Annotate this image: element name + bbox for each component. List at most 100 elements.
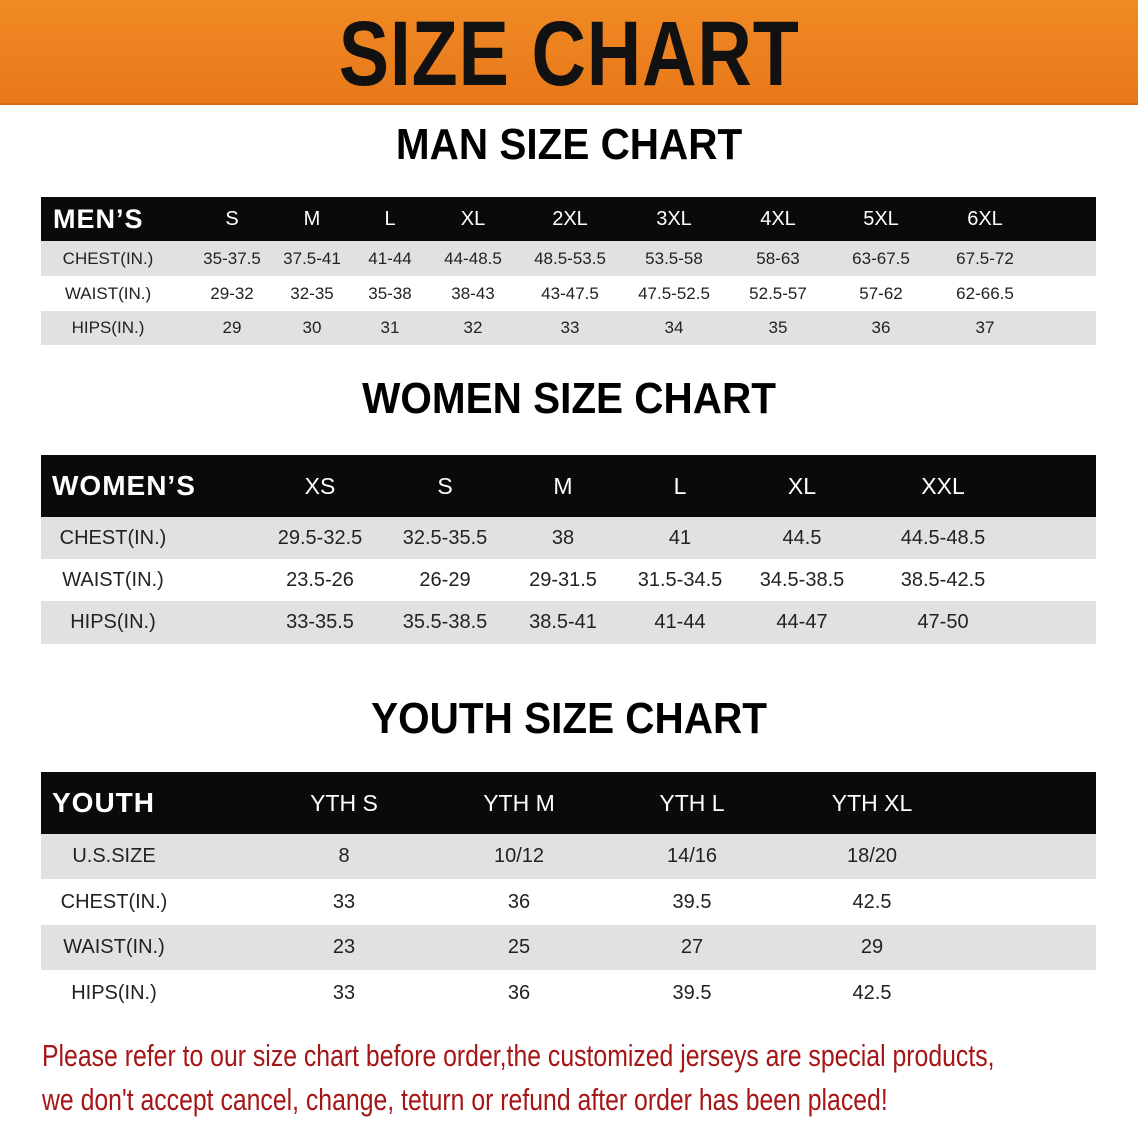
size-header: 3XL bbox=[656, 207, 692, 230]
size-header: YTH L bbox=[659, 789, 725, 816]
row-label: CHEST(IN.) bbox=[60, 890, 168, 913]
youth-size-table: YOUTH YTH S YTH M YTH L YTH XL U.S.SIZE 8 10/12… bbox=[41, 772, 1096, 1016]
youth-section-title: YOUTH SIZE CHART bbox=[371, 694, 767, 743]
table-cell: 53.5-58 bbox=[645, 248, 703, 268]
table-cell: 35-37.5 bbox=[203, 248, 261, 268]
row-label: WAIST(IN.) bbox=[62, 568, 164, 591]
youth-header-row: YOUTH YTH S YTH M YTH L YTH XL bbox=[41, 772, 1096, 834]
table-cell: 39.5 bbox=[672, 981, 712, 1004]
table-cell: 36 bbox=[507, 981, 531, 1004]
table-row: HIPS(IN.) 29 30 31 32 33 34 35 36 37 bbox=[41, 311, 1096, 345]
table-cell: 33 bbox=[332, 890, 356, 913]
women-header-row: WOMEN’S XS S M L XL XXL bbox=[41, 455, 1096, 517]
size-header: XL bbox=[787, 472, 817, 499]
men-header-row: MEN’S S M L XL 2XL 3XL 4XL 5XL 6XL bbox=[41, 197, 1096, 241]
size-header: XL bbox=[460, 207, 486, 230]
notice-line-2: we don't accept cancel, change, teturn o… bbox=[42, 1082, 888, 1117]
table-cell: 27 bbox=[680, 936, 704, 958]
size-header: YTH M bbox=[483, 789, 555, 816]
table-row: HIPS(IN.) 33-35.5 35.5-38.5 38.5-41 41-44 44-… bbox=[41, 601, 1096, 644]
row-label: HIPS(IN.) bbox=[70, 611, 156, 633]
table-cell: 14/16 bbox=[666, 845, 718, 867]
row-label: HIPS(IN.) bbox=[71, 981, 157, 1004]
table-row: CHEST(IN.) 35-37.5 37.5-41 41-44 44-48.5 48.5… bbox=[41, 241, 1096, 276]
row-label: HIPS(IN.) bbox=[71, 318, 145, 337]
table-row: WAIST(IN.) 23.5-26 26-29 29-31.5 31.5-34.5 34… bbox=[41, 559, 1096, 601]
row-label: CHEST(IN.) bbox=[59, 526, 167, 549]
table-cell: 44-48.5 bbox=[444, 248, 502, 268]
men-size-table: MEN’S S M L XL 2XL 3XL 4XL 5XL 6XL CHEST(IN.) 35-37… bbox=[41, 197, 1096, 345]
table-cell: 34 bbox=[664, 318, 684, 337]
size-header: 4XL bbox=[760, 207, 796, 230]
table-cell: 38-43 bbox=[451, 283, 495, 303]
women-size-table: WOMEN’S XS S M L XL XXL CHEST(IN.) 29.5-32.5 32.5… bbox=[41, 455, 1096, 644]
table-row: HIPS(IN.) 33 36 39.5 42.5 bbox=[41, 970, 1096, 1016]
table-cell: 52.5-57 bbox=[749, 283, 807, 303]
men-section-title: MAN SIZE CHART bbox=[395, 120, 743, 169]
table-cell: 67.5-72 bbox=[956, 248, 1014, 268]
table-cell: 42.5 bbox=[852, 890, 892, 913]
table-cell: 41 bbox=[668, 526, 692, 549]
women-section-title: WOMEN SIZE CHART bbox=[362, 374, 776, 423]
table-cell: 38.5-41 bbox=[529, 611, 597, 633]
table-cell: 41-44 bbox=[654, 611, 706, 633]
table-cell: 37 bbox=[975, 318, 995, 337]
size-header: YTH XL bbox=[831, 789, 913, 816]
table-cell: 41-44 bbox=[368, 248, 412, 268]
table-cell: 44.5-48.5 bbox=[900, 526, 986, 549]
table-cell: 36 bbox=[507, 890, 531, 913]
table-cell: 57-62 bbox=[859, 283, 903, 303]
table-cell: 48.5-53.5 bbox=[534, 248, 606, 268]
youth-corner-label: YOUTH bbox=[52, 787, 155, 818]
table-cell: 34.5-38.5 bbox=[759, 568, 845, 591]
row-label: CHEST(IN.) bbox=[62, 248, 154, 268]
table-cell: 35.5-38.5 bbox=[402, 611, 488, 633]
table-cell: 42.5 bbox=[852, 981, 892, 1004]
table-row: U.S.SIZE 8 10/12 14/16 18/20 bbox=[41, 834, 1096, 879]
table-cell: 38.5-42.5 bbox=[900, 568, 986, 591]
banner: SIZE CHART bbox=[0, 0, 1138, 105]
size-header: S bbox=[225, 207, 239, 230]
table-row: CHEST(IN.) 33 36 39.5 42.5 bbox=[41, 879, 1096, 925]
size-header: XXL bbox=[921, 472, 965, 499]
table-cell: 33 bbox=[332, 981, 356, 1004]
size-header: 2XL bbox=[552, 207, 588, 230]
women-corner-label: WOMEN’S bbox=[52, 470, 196, 501]
size-header: L bbox=[673, 472, 687, 499]
table-cell: 63-67.5 bbox=[852, 248, 910, 268]
men-corner-label: MEN’S bbox=[53, 203, 144, 234]
table-cell: 32.5-35.5 bbox=[402, 526, 488, 549]
table-cell: 31 bbox=[380, 318, 400, 337]
size-header: M bbox=[553, 472, 573, 499]
table-cell: 38 bbox=[551, 526, 575, 549]
row-label: WAIST(IN.) bbox=[64, 283, 152, 303]
table-cell: 39.5 bbox=[672, 890, 712, 913]
notice-line-1: Please refer to our size chart before or… bbox=[42, 1038, 995, 1073]
table-cell: 30 bbox=[302, 318, 322, 337]
table-row: CHEST(IN.) 29.5-32.5 32.5-35.5 38 41 44.5 44.5… bbox=[41, 517, 1096, 559]
table-cell: 62-66.5 bbox=[956, 283, 1014, 303]
table-cell: 29-31.5 bbox=[529, 568, 597, 591]
table-cell: 23 bbox=[332, 936, 356, 958]
size-header: YTH S bbox=[310, 789, 378, 816]
table-cell: 18/20 bbox=[846, 845, 898, 867]
table-cell: 44-47 bbox=[776, 611, 828, 633]
size-header: L bbox=[384, 207, 396, 230]
table-cell: 26-29 bbox=[419, 568, 471, 591]
size-header: M bbox=[303, 207, 321, 230]
row-label: U.S.SIZE bbox=[72, 845, 156, 867]
table-cell: 43-47.5 bbox=[541, 283, 599, 303]
table-cell: 32-35 bbox=[290, 283, 334, 303]
table-cell: 8 bbox=[338, 845, 350, 867]
banner-title: SIZE CHART bbox=[338, 3, 800, 105]
size-header: S bbox=[437, 472, 453, 499]
table-cell: 29-32 bbox=[210, 283, 254, 303]
table-cell: 10/12 bbox=[493, 845, 545, 867]
table-cell: 32 bbox=[463, 318, 483, 337]
table-cell: 23.5-26 bbox=[286, 568, 354, 591]
table-cell: 35 bbox=[768, 318, 788, 337]
table-row: WAIST(IN.) 29-32 32-35 35-38 38-43 43-47.5 47.… bbox=[41, 276, 1096, 311]
table-cell: 29.5-32.5 bbox=[277, 526, 363, 549]
table-cell: 25 bbox=[507, 936, 531, 958]
size-header: XS bbox=[304, 472, 336, 499]
